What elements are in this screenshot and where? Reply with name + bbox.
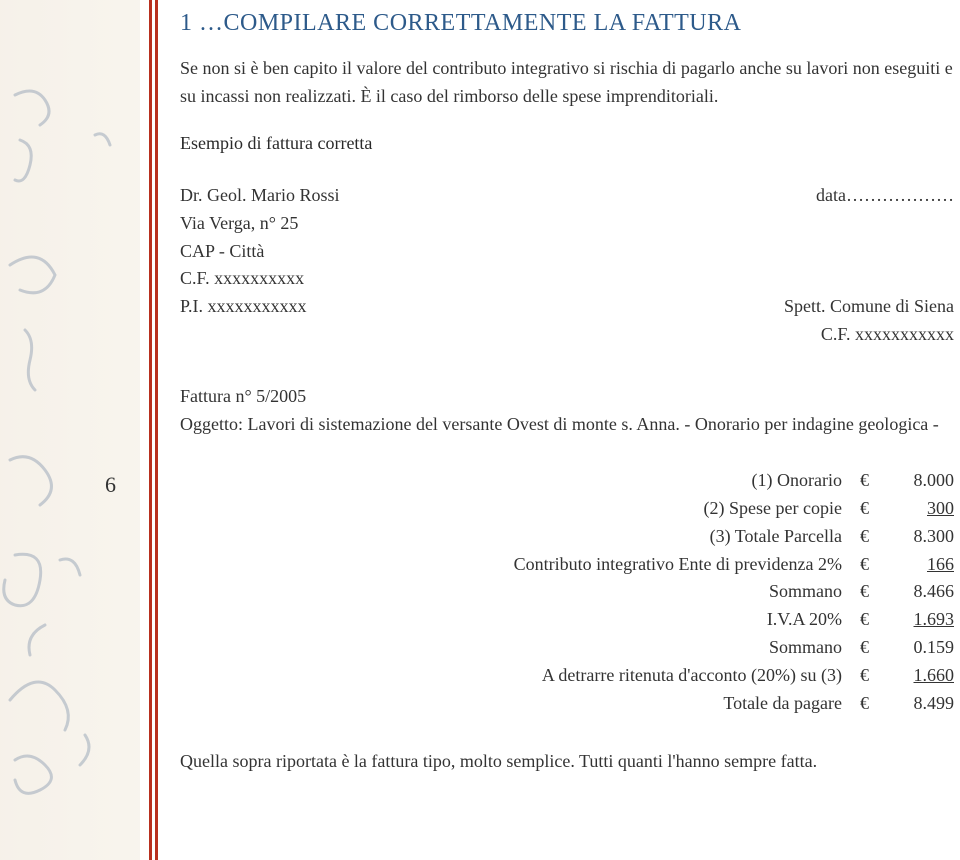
sender-addr1: Via Verga, n° 25 — [180, 210, 340, 238]
invoice-heading: Fattura n° 5/2005 Oggetto: Lavori di sis… — [180, 383, 954, 439]
invoice-row: Totale da pagare€8.499 — [180, 690, 954, 718]
invoice-row-amount: 8.300 — [882, 523, 954, 551]
euro-symbol: € — [860, 551, 882, 579]
footer-paragraph: Quella sopra riportata è la fattura tipo… — [180, 748, 954, 776]
invoice-row: Contributo integrativo Ente di previdenz… — [180, 551, 954, 579]
section-title: 1 …COMPILARE CORRETTAMENTE LA FATTURA — [180, 10, 954, 37]
invoice-row-label: Sommano — [180, 634, 860, 662]
sender-recipient-block: Dr. Geol. Mario Rossi Via Verga, n° 25 C… — [180, 182, 954, 349]
spacer — [784, 265, 954, 293]
recipient-name: Spett. Comune di Siena — [784, 293, 954, 321]
euro-symbol: € — [860, 578, 882, 606]
invoice-row-label: Contributo integrativo Ente di previdenz… — [180, 551, 860, 579]
invoice-row: Sommano€8.466 — [180, 578, 954, 606]
invoice-row-amount: 8.499 — [882, 690, 954, 718]
recipient-block: data……………… Spett. Comune di Siena C.F. x… — [784, 182, 954, 349]
euro-symbol: € — [860, 495, 882, 523]
invoice-row-label: I.V.A 20% — [180, 606, 860, 634]
invoice-row: (1) Onorario€8.000 — [180, 467, 954, 495]
invoice-row: (3) Totale Parcella€8.300 — [180, 523, 954, 551]
sketch-decoration — [0, 0, 150, 860]
invoice-row-amount: 1.693 — [882, 606, 954, 634]
recipient-cf: C.F. xxxxxxxxxxx — [784, 321, 954, 349]
sender-name: Dr. Geol. Mario Rossi — [180, 182, 340, 210]
invoice-row-amount: 0.159 — [882, 634, 954, 662]
spacer — [784, 238, 954, 266]
invoice-subject: Oggetto: Lavori di sistemazione del vers… — [180, 411, 954, 439]
invoice-row-label: Sommano — [180, 578, 860, 606]
invoice-row: A detrarre ritenuta d'acconto (20%) su (… — [180, 662, 954, 690]
invoice-row-label: (1) Onorario — [180, 467, 860, 495]
invoice-number: Fattura n° 5/2005 — [180, 383, 954, 411]
euro-symbol: € — [860, 523, 882, 551]
euro-symbol: € — [860, 690, 882, 718]
invoice-row-amount: 8.466 — [882, 578, 954, 606]
invoice-row-label: (2) Spese per copie — [180, 495, 860, 523]
sender-addr2: CAP - Città — [180, 238, 340, 266]
euro-symbol: € — [860, 634, 882, 662]
page-number: 6 — [105, 472, 116, 498]
invoice-table: (1) Onorario€8.000(2) Spese per copie€30… — [180, 467, 954, 718]
invoice-row-label: Totale da pagare — [180, 690, 860, 718]
invoice-row-label: (3) Totale Parcella — [180, 523, 860, 551]
intro-paragraph: Se non si è ben capito il valore del con… — [180, 55, 954, 111]
invoice-row: (2) Spese per copie€300 — [180, 495, 954, 523]
spacer — [784, 210, 954, 238]
invoice-row-amount: 300 — [882, 495, 954, 523]
sender-cf: C.F. xxxxxxxxxx — [180, 265, 340, 293]
sender-block: Dr. Geol. Mario Rossi Via Verga, n° 25 C… — [180, 182, 340, 349]
invoice-row: I.V.A 20%€1.693 — [180, 606, 954, 634]
invoice-row-amount: 1.660 — [882, 662, 954, 690]
euro-symbol: € — [860, 467, 882, 495]
invoice-row-amount: 166 — [882, 551, 954, 579]
invoice-row-label: A detrarre ritenuta d'acconto (20%) su (… — [180, 662, 860, 690]
euro-symbol: € — [860, 662, 882, 690]
euro-symbol: € — [860, 606, 882, 634]
invoice-row: Sommano€0.159 — [180, 634, 954, 662]
invoice-row-amount: 8.000 — [882, 467, 954, 495]
sender-pi: P.I. xxxxxxxxxxx — [180, 293, 340, 321]
page-content: 1 …COMPILARE CORRETTAMENTE LA FATTURA Se… — [180, 0, 960, 776]
date-label: data……………… — [784, 182, 954, 210]
example-label: Esempio di fattura corretta — [180, 133, 954, 154]
vertical-rule — [155, 0, 158, 860]
